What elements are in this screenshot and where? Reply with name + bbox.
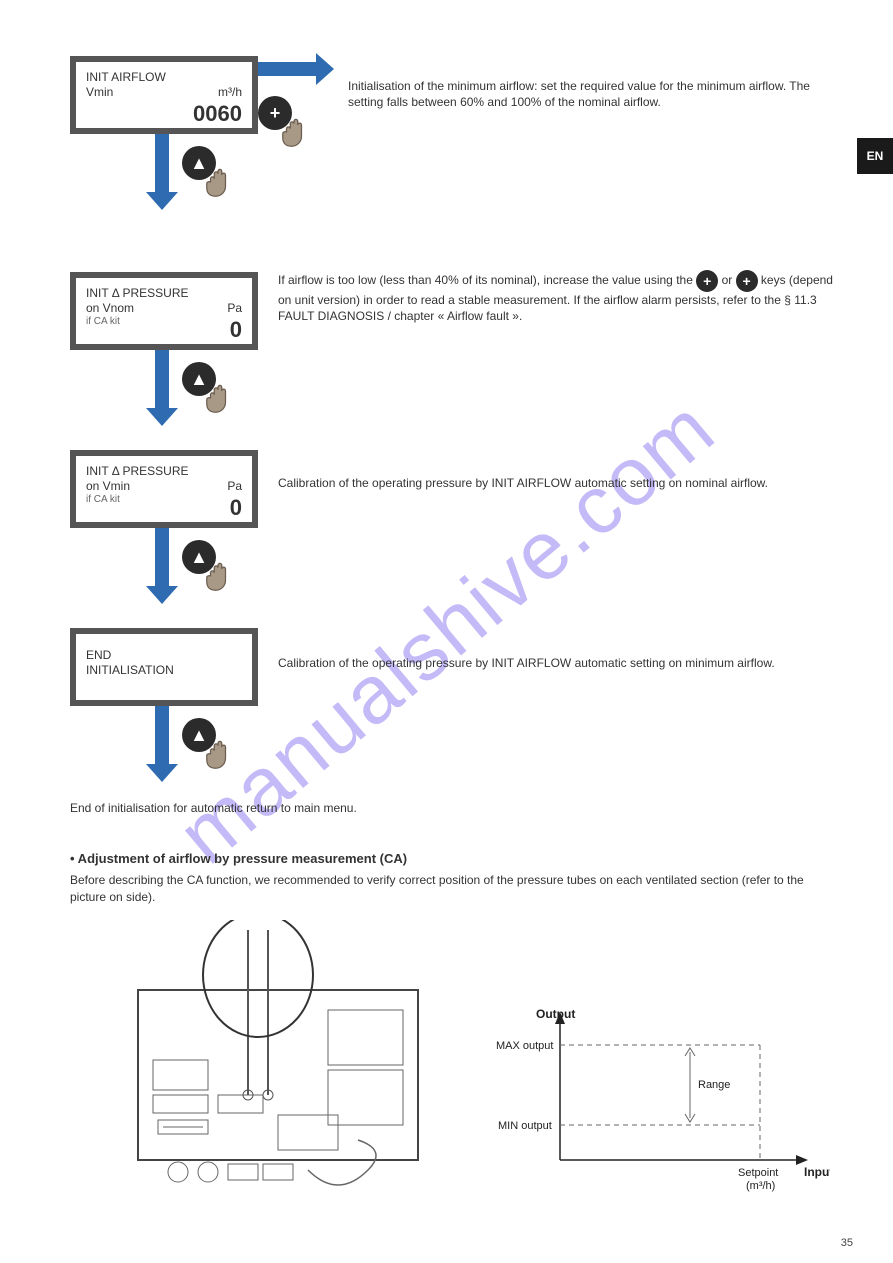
- hand-icon: [198, 554, 238, 594]
- lcd3-line2: on Vmin: [86, 479, 130, 494]
- desc2-prefix: If airflow is too low (less than 40% of …: [278, 273, 696, 287]
- lcd-step-1: INIT AIRFLOW Vmin m³/h 0060: [70, 56, 258, 134]
- arrow-down-3: [155, 528, 169, 586]
- section-heading: • Adjustment of airflow by pressure meas…: [70, 850, 830, 868]
- lcd1-value: 0060: [86, 100, 242, 128]
- section-body: Before describing the CA function, we re…: [70, 872, 830, 906]
- hand-icon: [198, 732, 238, 772]
- chart-min-label: MIN output: [498, 1120, 552, 1132]
- output-vs-input-chart: Output Input MAX output MIN output Range…: [490, 1000, 830, 1200]
- lcd3-unit: Pa: [227, 479, 242, 494]
- chart-setpoint-label-2: (m³/h): [746, 1180, 775, 1192]
- desc-step-2: If airflow is too low (less than 40% of …: [278, 270, 838, 324]
- desc-step-4: Calibration of the operating pressure by…: [278, 655, 838, 671]
- lcd3-value: 0: [230, 494, 242, 522]
- press-next-3[interactable]: ▲: [182, 540, 242, 600]
- chart-setpoint-label-1: Setpoint: [738, 1167, 778, 1179]
- chart-max-label: MAX output: [496, 1040, 553, 1052]
- lcd2-line2: on Vnom: [86, 301, 134, 316]
- lcd4-line1: END: [86, 648, 242, 663]
- lcd1-unit: m³/h: [218, 85, 242, 100]
- lcd2-note: if CA kit: [86, 316, 120, 344]
- arrow-down-4: [155, 706, 169, 764]
- desc-step-3: Calibration of the operating pressure by…: [278, 475, 838, 491]
- language-tab: EN: [857, 138, 893, 174]
- lcd4-line2: INITIALISATION: [86, 663, 242, 678]
- press-next-4[interactable]: ▲: [182, 718, 242, 778]
- page-number: 35: [841, 1237, 853, 1249]
- chart-x-label: Input: [804, 1165, 830, 1179]
- lcd3-note: if CA kit: [86, 494, 120, 522]
- page: { "lang_tab": "EN", "watermark": "manual…: [0, 0, 893, 1263]
- lcd-step-3: INIT Δ PRESSURE on Vmin Pa if CA kit 0: [70, 450, 258, 528]
- hand-icon: [198, 160, 238, 200]
- plus-icon: +: [736, 270, 758, 292]
- press-next-2[interactable]: ▲: [182, 362, 242, 422]
- hand-icon: [274, 110, 314, 150]
- press-next-1[interactable]: ▲: [182, 146, 242, 206]
- arrow-down-1: [155, 134, 169, 192]
- desc2-middle: or: [722, 273, 736, 287]
- lcd2-line1: INIT Δ PRESSURE: [86, 286, 242, 301]
- device-diagram: [128, 920, 438, 1210]
- lcd2-unit: Pa: [227, 301, 242, 316]
- desc-step-1: Initialisation of the minimum airflow: s…: [348, 78, 828, 110]
- chart-range-label: Range: [698, 1079, 730, 1091]
- plus-icon: +: [696, 270, 718, 292]
- press-plus-1[interactable]: +: [258, 96, 318, 156]
- lcd1-line2: Vmin: [86, 85, 113, 100]
- hand-icon: [198, 376, 238, 416]
- lcd-step-4: END INITIALISATION: [70, 628, 258, 706]
- arrow-right-1: [258, 62, 316, 76]
- lcd1-line1: INIT AIRFLOW: [86, 70, 242, 85]
- end-note: End of initialisation for automatic retu…: [70, 800, 830, 816]
- chart-y-label: Output: [536, 1007, 575, 1021]
- lcd-step-2: INIT Δ PRESSURE on Vnom Pa if CA kit 0: [70, 272, 258, 350]
- lcd2-value: 0: [230, 316, 242, 344]
- lcd3-line1: INIT Δ PRESSURE: [86, 464, 242, 479]
- arrow-down-2: [155, 350, 169, 408]
